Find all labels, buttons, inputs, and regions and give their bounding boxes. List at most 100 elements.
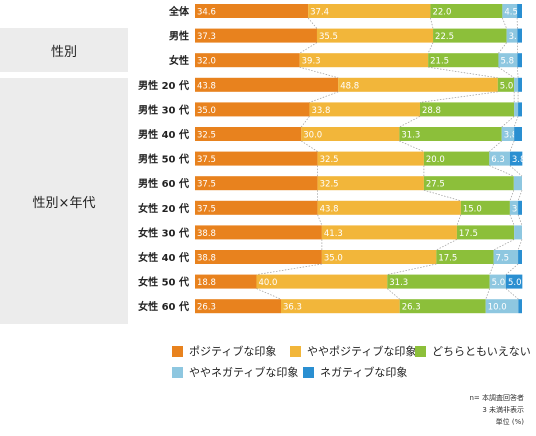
bar-segment: [514, 77, 519, 92]
data-label: 33.8: [311, 106, 330, 116]
note-unit: 単位 (%): [495, 418, 524, 426]
bar-segment: [195, 274, 257, 289]
chart-notes: n= 本調査回答者 3 未満非表示 単位 (%): [469, 392, 524, 428]
category-label: 全体: [168, 5, 190, 18]
data-label: 37.4: [310, 8, 329, 18]
stacked-bar-chart: 全体 34.6 37.4 22.0 4.5 男性 37.3 35.5 22.5 3.3 女性 32.0…: [138, 4, 526, 314]
data-label: 3.8: [512, 155, 526, 165]
connector-line: [498, 42, 507, 54]
data-label: 30.0: [303, 131, 322, 141]
bar-segment: [518, 200, 522, 215]
connector-line: [498, 66, 515, 79]
connector-line: [317, 214, 323, 226]
bar-segment: [517, 53, 522, 68]
data-label: 17.5: [459, 229, 478, 239]
data-label: 5.0: [500, 81, 514, 91]
legend-swatch-neutral: [415, 345, 426, 357]
data-label: 38.8: [197, 229, 216, 239]
connector-line: [387, 288, 400, 300]
legend-label-positive: ポジティブな印象: [189, 345, 277, 358]
connector-line: [509, 214, 515, 226]
connector-line: [256, 263, 322, 275]
bar-segment: [517, 28, 522, 43]
bar-segment: [256, 274, 388, 289]
category-label: 女性 30 代: [138, 226, 189, 239]
connector-line: [485, 288, 490, 300]
bar-segment: [518, 250, 522, 264]
data-label: 35.0: [197, 106, 216, 116]
bar-segment: [281, 299, 400, 314]
legend-label-somewhat-positive: ややポジティブな印象: [307, 345, 417, 358]
data-label: 32.5: [320, 180, 339, 190]
category-label: 女性 60 代: [138, 300, 189, 313]
bar-segment: [436, 250, 494, 264]
connector-line: [517, 67, 519, 78]
bar-segment: [195, 4, 309, 18]
connector-line: [517, 190, 523, 201]
bar-segment: [195, 77, 339, 92]
bar-segment: [195, 225, 322, 240]
data-label: 5.8: [500, 57, 514, 67]
group-label-gender: 性別: [0, 28, 128, 72]
data-label: 37.5: [197, 155, 216, 165]
data-label: 37.3: [197, 32, 216, 42]
connector-line: [427, 42, 434, 54]
bar-segment: [195, 250, 322, 264]
data-label: 32.5: [320, 155, 339, 165]
bar-segment: [195, 299, 282, 314]
connector-line: [509, 140, 515, 152]
data-label: 28.8: [422, 106, 441, 116]
category-label: 男性: [169, 30, 189, 43]
bar-segment: [195, 176, 318, 191]
legend-swatch-positive: [172, 345, 183, 357]
category-label: 女性 50 代: [138, 276, 189, 289]
data-label: 39.3: [302, 57, 321, 67]
legend-item-neutral: どちらともいえない: [415, 343, 531, 359]
data-label: 22.0: [432, 8, 451, 18]
bar-segment: [317, 151, 424, 166]
group-label-gender-text: 性別: [50, 44, 77, 60]
bar-segment: [195, 28, 317, 43]
bar-segment: [430, 4, 503, 18]
connector-line: [493, 239, 515, 251]
bar-segment: [506, 28, 518, 43]
data-label: 35.5: [319, 32, 338, 42]
bar-segment: [399, 299, 486, 314]
legend-swatch-negative: [303, 366, 314, 378]
bar-segment: [195, 102, 310, 117]
connector-line: [517, 214, 523, 226]
legend-label-somewhat-negative: ややネガティブな印象: [189, 366, 299, 379]
connector-line: [489, 140, 502, 152]
data-label: 20.0: [426, 155, 445, 165]
bar-segment: [489, 151, 510, 166]
connector-line: [387, 263, 437, 275]
bar-segment: [338, 77, 498, 92]
connector-line: [436, 239, 458, 251]
group-label-gender-age: 性別×年代: [0, 78, 128, 324]
bar-segment: [419, 102, 515, 117]
connector-line: [489, 165, 514, 177]
bar-segment: [195, 53, 300, 68]
bar-segment: [493, 250, 519, 264]
connector-line: [300, 116, 310, 128]
category-label: 男性 60 代: [138, 177, 189, 190]
data-label: 26.3: [197, 303, 216, 313]
bar-segment: [517, 4, 522, 18]
connector-line: [430, 17, 434, 29]
connector-line: [299, 42, 318, 54]
data-label: 37.5: [197, 180, 216, 190]
data-label: 48.8: [340, 81, 359, 91]
note-hidden-values: 3 未満非表示: [482, 406, 524, 414]
bar-segment: [308, 4, 431, 18]
data-label: 10.0: [488, 303, 507, 313]
data-label: 22.5: [435, 32, 454, 42]
bar-segment: [433, 28, 507, 43]
bar-segment: [518, 299, 522, 314]
data-label: 32.5: [197, 131, 216, 141]
bar-segment: [518, 77, 522, 92]
bar-segment: [423, 176, 514, 191]
category-label: 男性 50 代: [138, 153, 189, 166]
legend-item-negative: ネガティブな印象: [303, 364, 407, 380]
category-label: 女性 20 代: [138, 202, 189, 215]
bar-segment: [423, 151, 490, 166]
